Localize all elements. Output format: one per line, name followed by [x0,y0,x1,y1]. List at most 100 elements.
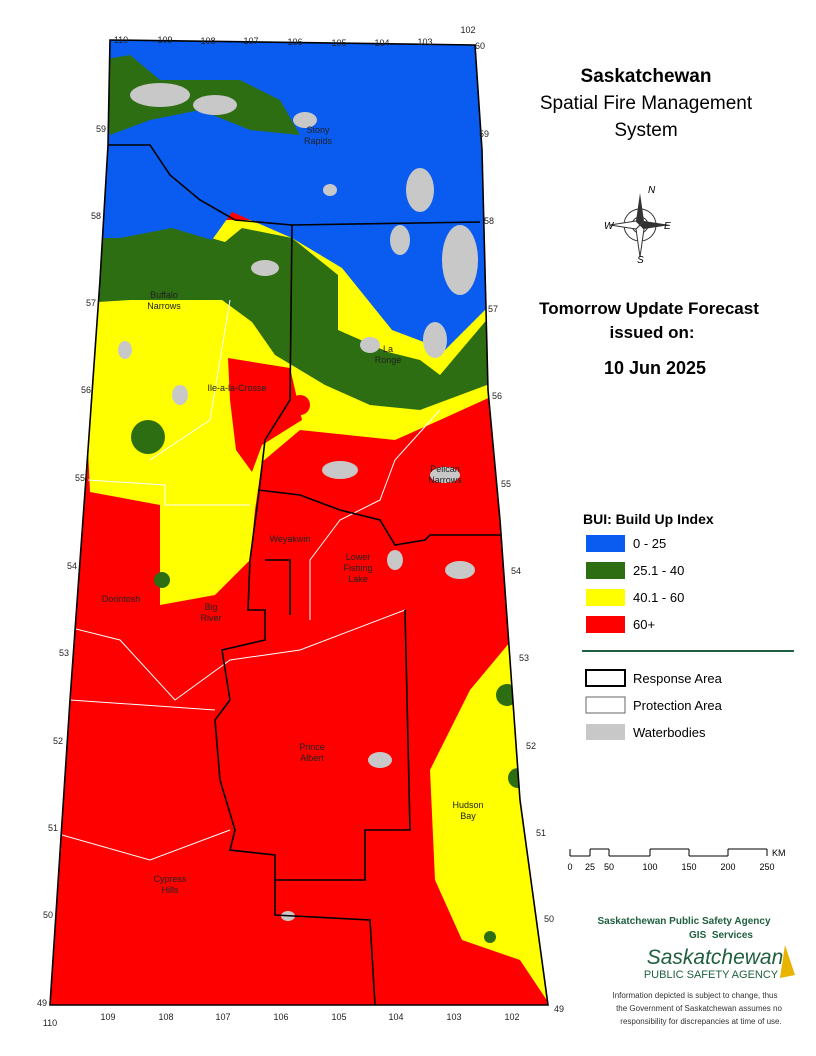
graticule-label: 54 [67,561,77,571]
legend-swatch [586,589,625,606]
bui-zones [50,40,548,1005]
disclaimer: responsibility for discrepancies at time… [620,1017,781,1026]
graticule-label: 109 [100,1012,115,1022]
graticule-label: 51 [48,823,58,833]
zone-60plus [290,395,310,415]
graticule-label: 107 [243,36,258,46]
legend-label: 40.1 - 60 [633,590,684,605]
graticule-label: 103 [446,1012,461,1022]
place-label: Lower Fishing Lake [343,552,372,584]
legend-label: 60+ [633,617,655,632]
logo-bottom: PUBLIC SAFETY AGENCY [644,969,779,981]
scale-label: 150 [681,862,696,872]
place-label: Buffalo Narrows [147,290,181,311]
title-line: Saskatchewan [581,66,712,87]
graticule-label: 104 [374,38,389,48]
graticule-label: 102 [460,25,475,35]
graticule-label: 56 [492,391,502,401]
graticule-label: 49 [37,998,47,1008]
place-label: Pelican Narrows [428,464,462,485]
graticule-label: 53 [519,653,529,663]
graticule-label: 108 [200,36,215,46]
graticule-label: 60 [475,41,485,51]
place-label: Hudson Bay [452,800,483,821]
legend: 0 - 25 25.1 - 40 40.1 - 60 60+ [586,535,684,633]
place-label: Stony Rapids [304,125,333,146]
graticule-label: 107 [215,1012,230,1022]
compass-n: N [648,185,656,196]
graticule-label: 106 [273,1012,288,1022]
graticule-label: 59 [479,129,489,139]
scale-unit: KM [772,848,786,858]
place-label: Dorintosh [102,594,141,604]
graticule-label: 52 [53,736,63,746]
water-swatch [586,724,625,740]
waterbodies [118,83,478,921]
scale-label: 250 [759,862,774,872]
graticule-label: 105 [331,38,346,48]
agency-name: Saskatchewan Public Safety Agency [597,916,770,927]
place-label: La Ronge [375,344,402,365]
logo-top: Saskatchewan [647,946,784,969]
zone-25-40 [154,572,170,588]
protection-swatch [585,696,626,714]
zone-25-40 [496,684,518,706]
legend-label: 25.1 - 40 [633,563,684,578]
graticule-label: 50 [43,910,53,920]
place-label: Ile-a-la-Crosse [207,383,266,393]
scale-label: 100 [642,862,657,872]
graticule-label: 57 [86,298,96,308]
graticule-label: 59 [96,124,106,134]
disclaimer: the Government of Saskatchewan assumes n… [616,1004,782,1013]
legend-label: Waterbodies [633,725,706,740]
protection-area [59,299,441,861]
graticule-label: 106 [287,37,302,47]
legend-swatch [586,616,625,633]
graticule-labels: 110 109 108 107 106 105 104 103 102 110 109 108 107 1… [37,25,564,1028]
graticule-label: 50 [544,914,554,924]
graticule-label: 58 [91,211,101,221]
title-line: Spatial Fire Management [540,93,753,114]
place-labels: Stony Rapids Buffalo Narrows La Ronge Ile-a-la… [102,125,484,895]
graticule-label: 105 [331,1012,346,1022]
graticule-label: 56 [81,385,91,395]
compass-s: S [637,255,644,266]
graticule-label: 55 [501,479,511,489]
legend-swatch [586,562,625,579]
forecast-line: issued on: [609,323,694,342]
graticule-label: 57 [488,304,498,314]
graticule-label: 109 [157,35,172,45]
graticule-label: 110 [43,1018,57,1028]
agency: Saskatchewan Public Safety Agency GIS Se… [597,916,795,1026]
legend-title: BUI: Build Up Index [583,511,714,527]
scale-label: 25 [585,862,595,872]
place-label: Weyakwin [270,534,311,544]
graticule-label: 102 [504,1012,519,1022]
graticule-label: 58 [484,216,494,226]
zone-25-40 [484,931,496,943]
response-area [49,39,549,1006]
graticule-label: 51 [536,828,546,838]
compass-w: W [604,221,615,232]
graticule-label: 104 [388,1012,403,1022]
zone-0-25 [100,40,495,350]
logo-mark [780,945,795,978]
response-swatch [585,669,626,687]
zone-25-40 [131,420,165,454]
place-label: Cypress Hills [153,874,187,895]
graticule-label: 55 [75,473,85,483]
legend-swatch [586,535,625,552]
graticule-label: 110 [114,35,128,45]
scale-label: 0 [567,862,572,872]
graticule-label: 54 [511,566,521,576]
graticule-label: 52 [526,741,536,751]
title: Saskatchewan Spatial Fire Management Sys… [539,66,759,378]
forecast-date: 10 Jun 2025 [604,358,706,378]
agency-dept: GIS Services [689,930,753,941]
place-label: Big River [200,602,221,623]
disclaimer: Information depicted is subject to chang… [613,991,778,1000]
legend-label: 0 - 25 [633,536,666,551]
forecast-line: Tomorrow Update Forecast [539,299,759,318]
